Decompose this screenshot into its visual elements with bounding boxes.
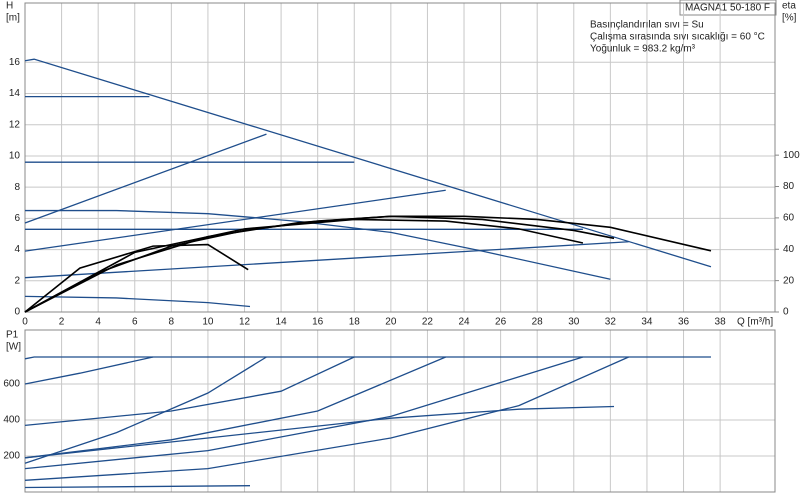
annotation: Çalışma sırasında sıvı sıcaklığı = 60 °C: [590, 32, 765, 43]
y-tick-label: 12: [9, 119, 21, 130]
model: MAGNA1 50-180 F: [685, 3, 770, 14]
plot-frame: [24, 2, 776, 313]
y2-label: eta: [782, 1, 796, 12]
pump-curve: [24, 241, 629, 279]
model-box: [679, 0, 777, 16]
efficiency-curve: [24, 218, 584, 313]
pump-curve: [24, 58, 712, 268]
y-tick-label: 10: [9, 151, 21, 162]
x-tick-label: 12: [239, 317, 251, 328]
y-tick-label: 16: [9, 57, 21, 68]
pump-curve: [24, 356, 355, 427]
y-tick-label: 2: [14, 275, 20, 286]
pump-curve: [25, 209, 611, 280]
y-tick-label: 600: [3, 379, 20, 390]
pump-curve: [24, 405, 615, 459]
x-tick-label: 32: [605, 317, 617, 328]
x-tick-label: 30: [568, 317, 580, 328]
x-tick-label: 36: [678, 317, 690, 328]
y2-tick-label: 0: [783, 307, 789, 318]
y2-tick-label: 100: [783, 150, 800, 161]
pump-curve: [24, 133, 267, 224]
x-tick-label: 26: [495, 317, 507, 328]
x-tick-label: 16: [312, 317, 324, 328]
annotation: Basınçlandırılan sıvı = Su: [590, 20, 704, 31]
x-tick-label: 28: [532, 317, 544, 328]
y-tick-label: 6: [14, 213, 20, 224]
x-tick-label: 0: [22, 317, 28, 328]
y-label: P1: [6, 330, 19, 341]
y-tick-label: 14: [9, 88, 21, 99]
x-tick-label: 4: [95, 317, 101, 328]
efficiency-curve: [24, 243, 249, 313]
x-tick-label: 24: [458, 317, 470, 328]
x-tick-label: 6: [132, 317, 138, 328]
x-label: Q [m³/h]: [737, 317, 773, 328]
x-tick-label: 22: [422, 317, 434, 328]
x-tick-label: 20: [385, 317, 397, 328]
pump-curve: [24, 356, 584, 470]
pump-curve: [24, 356, 267, 464]
pump-curve: [24, 356, 711, 360]
y-tick-label: 400: [3, 415, 20, 426]
pump-curve: [24, 485, 251, 489]
y-tick-label: 4: [14, 244, 20, 255]
x-tick-label: 10: [202, 317, 214, 328]
x-tick-label: 8: [169, 317, 175, 328]
pump-curve: [24, 356, 446, 459]
pump-curve: [24, 189, 446, 252]
y2-tick-label: 80: [783, 181, 795, 192]
x-tick-label: 2: [59, 317, 65, 328]
annotation: Yoğunluk = 983.2 kg/m³: [590, 44, 696, 55]
x-tick-label: 34: [641, 317, 653, 328]
x-tick-label: 18: [349, 317, 361, 328]
plot-frame: [24, 329, 776, 493]
y-unit: [m]: [6, 13, 20, 24]
pump-curve: [24, 356, 154, 385]
y-tick-label: 0: [14, 307, 20, 318]
pump-curve: [24, 356, 629, 481]
y2-tick-label: 60: [783, 213, 795, 224]
x-tick-label: 38: [715, 317, 727, 328]
y-tick-label: 8: [14, 182, 20, 193]
x-tick-label: 14: [276, 317, 288, 328]
pump-curve: [24, 295, 251, 308]
y2-tick-label: 20: [783, 275, 795, 286]
y2-unit: [%]: [782, 13, 797, 24]
y2-tick-label: 40: [783, 244, 795, 255]
y-unit: [W]: [6, 342, 21, 353]
efficiency-curve: [24, 215, 712, 313]
y-tick-label: 200: [3, 451, 20, 462]
y-label: H: [6, 1, 13, 12]
